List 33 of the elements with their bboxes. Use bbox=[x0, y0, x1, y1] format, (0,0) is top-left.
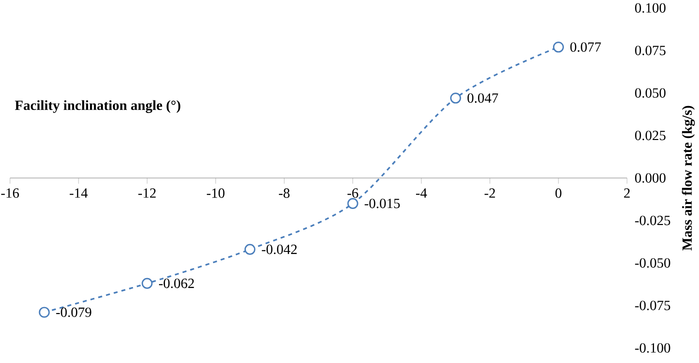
point bbox=[142, 278, 153, 289]
y-tick-label: 0.025 bbox=[635, 130, 666, 140]
data-label: -0.062 bbox=[159, 278, 194, 288]
point bbox=[347, 198, 358, 209]
x-tick-label: 2 bbox=[624, 188, 630, 198]
y-tick-label: -0.100 bbox=[635, 343, 670, 353]
x-tick-label: -14 bbox=[70, 188, 88, 198]
y-tick-label: -0.075 bbox=[635, 300, 670, 310]
x-tick-label: 0 bbox=[555, 188, 562, 198]
x-tick-label: -8 bbox=[278, 188, 290, 198]
point bbox=[38, 306, 50, 318]
x-tick-label: -10 bbox=[206, 188, 224, 198]
x-tick-label: -4 bbox=[416, 188, 427, 198]
point bbox=[244, 244, 256, 255]
data-label: -0.042 bbox=[262, 244, 297, 254]
x-tick-label: -12 bbox=[138, 188, 156, 198]
x-tick-label: -16 bbox=[1, 188, 19, 198]
point bbox=[450, 92, 462, 104]
y-tick-label: 0.075 bbox=[635, 46, 666, 56]
y-tick-label: -0.025 bbox=[635, 216, 670, 226]
y-tick-label: 0.100 bbox=[635, 3, 666, 13]
y-tick-label: -0.050 bbox=[635, 258, 670, 268]
data-label: 0.077 bbox=[570, 42, 601, 52]
x-tick-label: -6 bbox=[347, 188, 358, 198]
y-axis-title: Mass air flow rate (kg/s) bbox=[682, 106, 695, 250]
y-tick-label: 0.050 bbox=[635, 88, 666, 98]
x-axis-title: Facility inclination angle (°) bbox=[14, 100, 180, 113]
data-label: -0.079 bbox=[56, 308, 92, 318]
data-label: -0.015 bbox=[364, 198, 400, 208]
data-label: 0.047 bbox=[468, 93, 498, 103]
point bbox=[552, 42, 564, 53]
x-tick-label: -2 bbox=[484, 188, 495, 198]
y-tick-label: 0.000 bbox=[635, 173, 666, 183]
